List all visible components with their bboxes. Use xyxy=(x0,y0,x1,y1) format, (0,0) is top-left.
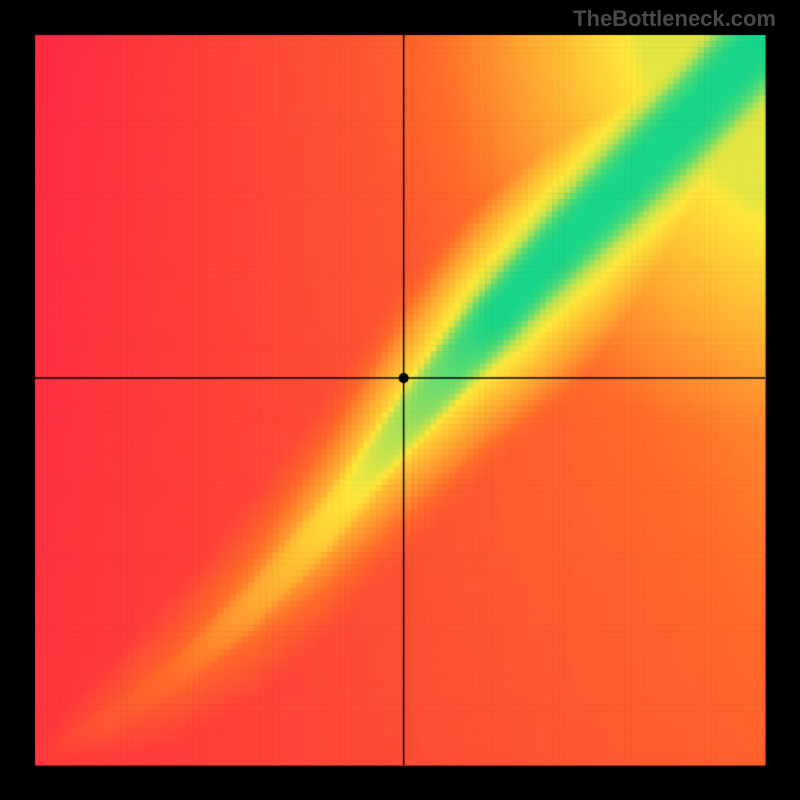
watermark-text: TheBottleneck.com xyxy=(573,6,776,32)
chart-stage: TheBottleneck.com xyxy=(0,0,800,800)
bottleneck-heatmap xyxy=(0,0,800,800)
